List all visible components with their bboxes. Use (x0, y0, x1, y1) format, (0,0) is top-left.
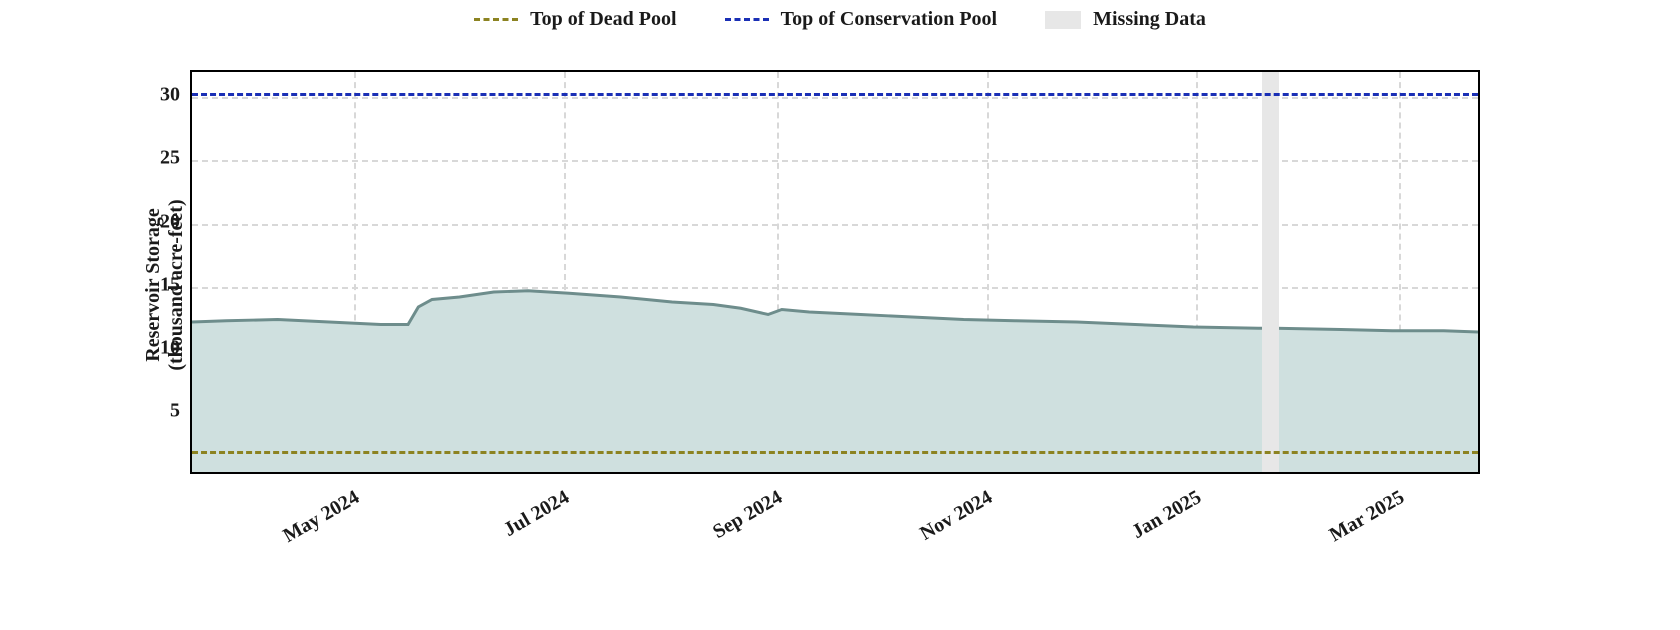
plot-area (190, 70, 1480, 474)
y-tick-label: 10 (120, 336, 180, 359)
dead-pool-line (192, 451, 1478, 454)
legend-item-conservation-pool: Top of Conservation Pool (725, 8, 998, 31)
y-tick-label: 15 (120, 273, 180, 296)
x-tick-label: Jan 2025 (1129, 486, 1206, 544)
x-tick-label: May 2024 (279, 486, 363, 548)
storage-area-fill (192, 291, 1478, 472)
legend-item-dead-pool: Top of Dead Pool (474, 8, 677, 31)
y-tick-label: 30 (120, 84, 180, 107)
missing-data-band (1262, 72, 1279, 472)
x-tick-label: Nov 2024 (916, 486, 996, 546)
legend-label: Missing Data (1093, 8, 1206, 31)
legend-label: Top of Dead Pool (530, 8, 677, 31)
legend-swatch-dead-pool (474, 18, 518, 21)
y-tick-label: 5 (120, 399, 180, 422)
legend-swatch-missing (1045, 11, 1081, 29)
legend-swatch-conservation-pool (725, 18, 769, 21)
legend: Top of Dead Pool Top of Conservation Poo… (0, 8, 1680, 31)
y-tick-label: 25 (120, 147, 180, 170)
legend-label: Top of Conservation Pool (781, 8, 998, 31)
y-tick-label: 20 (120, 210, 180, 233)
x-tick-label: Jul 2024 (499, 486, 573, 542)
x-tick-label: Sep 2024 (709, 486, 786, 544)
conservation-pool-line (192, 93, 1478, 96)
storage-area-chart (192, 72, 1478, 472)
legend-item-missing-data: Missing Data (1045, 8, 1206, 31)
x-tick-label: Mar 2025 (1326, 486, 1409, 547)
chart-container: Top of Dead Pool Top of Conservation Poo… (0, 0, 1680, 630)
